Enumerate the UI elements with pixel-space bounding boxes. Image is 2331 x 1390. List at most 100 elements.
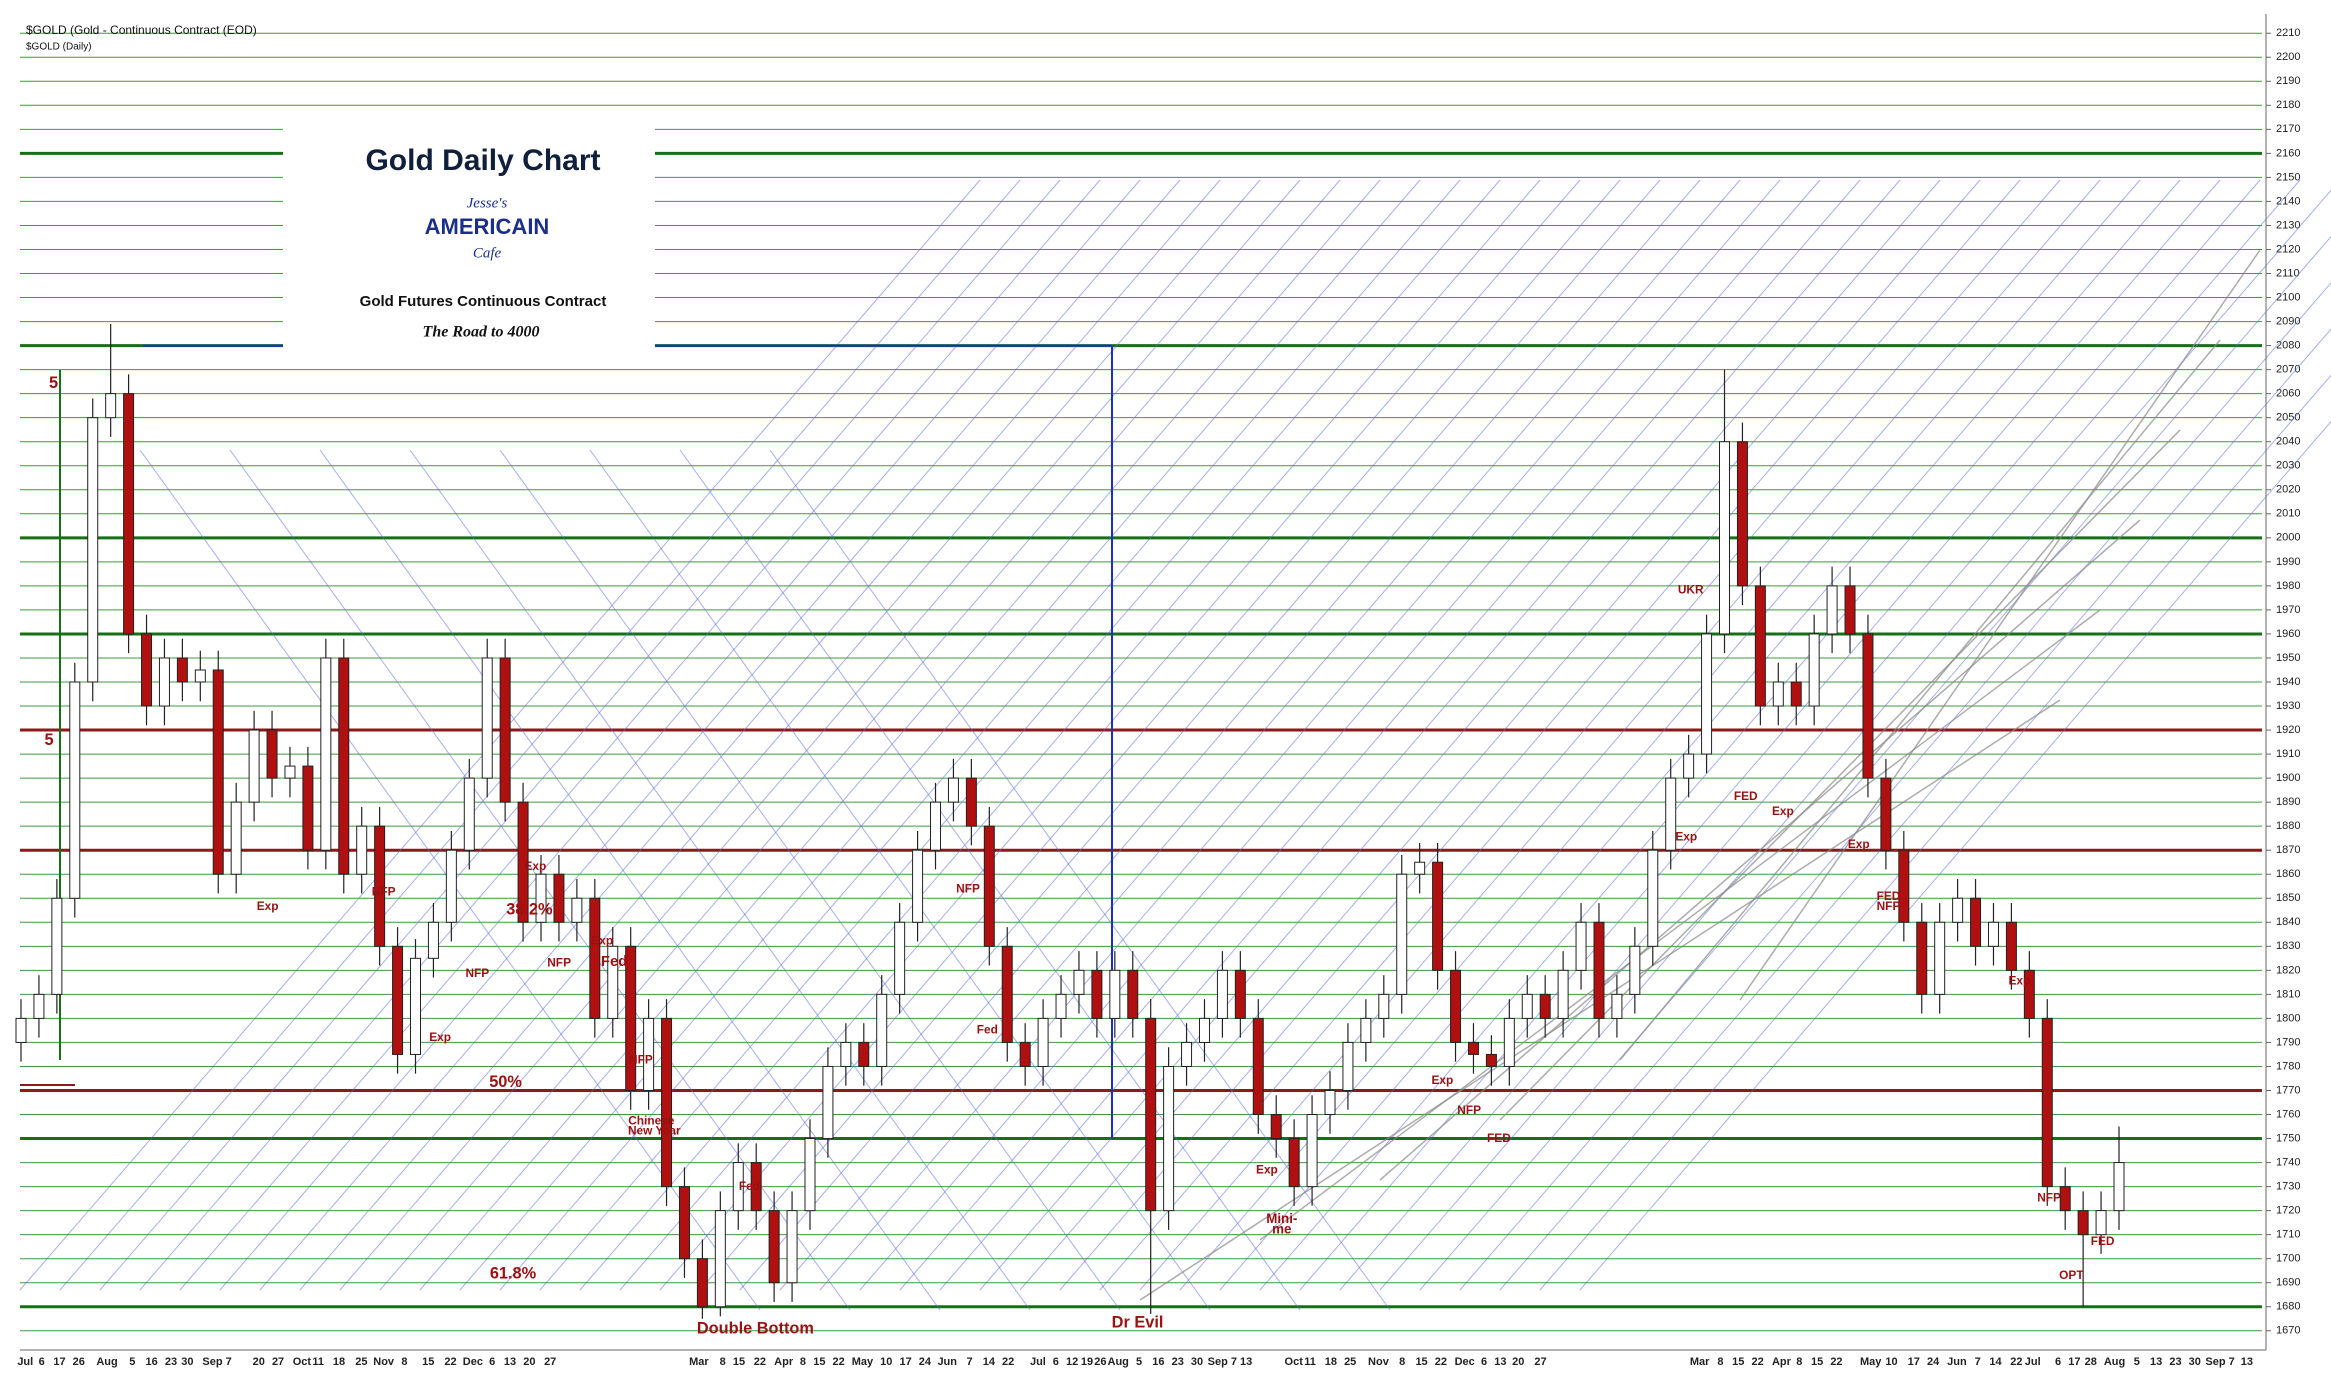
channel-line bbox=[219, 179, 1181, 1291]
x-tick-label: 8 bbox=[1717, 1356, 1723, 1368]
channel-line bbox=[739, 179, 1701, 1291]
candle-body bbox=[392, 945, 404, 1055]
channel-line bbox=[99, 179, 1061, 1291]
annotation: NFP bbox=[1457, 1103, 1481, 1117]
candle-body bbox=[1970, 897, 1982, 947]
y-tick-label: 1780 bbox=[2276, 1060, 2300, 1072]
channel-line bbox=[299, 179, 1261, 1291]
x-tick-label: Oct bbox=[1285, 1356, 1304, 1368]
y-tick-label: 1670 bbox=[2276, 1325, 2300, 1337]
x-tick-label: 6 bbox=[1481, 1356, 1487, 1368]
x-tick-label: 17 bbox=[1908, 1356, 1920, 1368]
x-tick-label: 15 bbox=[1415, 1356, 1427, 1368]
candle-body bbox=[284, 765, 296, 779]
x-tick-label: 30 bbox=[181, 1356, 193, 1368]
candle-body bbox=[947, 777, 959, 803]
y-tick-label: 1940 bbox=[2276, 676, 2300, 688]
trend-line bbox=[1619, 339, 2221, 1061]
candle-body bbox=[123, 393, 135, 635]
candle-body bbox=[409, 957, 421, 1055]
y-tick-label: 1680 bbox=[2276, 1301, 2300, 1313]
x-tick-label: 17 bbox=[2068, 1356, 2080, 1368]
candle-body bbox=[1145, 1017, 1157, 1212]
candle-body bbox=[69, 681, 81, 899]
x-tick-label: 27 bbox=[544, 1356, 556, 1368]
channel-line bbox=[499, 179, 1461, 1291]
annotation: New Year bbox=[628, 1124, 681, 1138]
y-tick-label: 2180 bbox=[2276, 99, 2300, 111]
candle-body bbox=[338, 657, 350, 875]
candle-body bbox=[141, 633, 153, 707]
candle-body bbox=[1127, 969, 1139, 1019]
candle-body bbox=[1521, 993, 1533, 1019]
candle-body bbox=[230, 801, 242, 875]
x-tick-label: 14 bbox=[983, 1356, 996, 1368]
period-label: $GOLD (Daily) bbox=[26, 42, 92, 53]
candle-body bbox=[1324, 1089, 1336, 1116]
candle-body bbox=[463, 777, 475, 851]
y-tick-label: 2130 bbox=[2276, 219, 2300, 231]
x-tick-label: 30 bbox=[1191, 1356, 1203, 1368]
x-tick-label: 8 bbox=[1399, 1356, 1405, 1368]
candle-body bbox=[1898, 849, 1910, 923]
annotation: 38.2% bbox=[506, 900, 553, 918]
y-tick-label: 1840 bbox=[2276, 916, 2300, 928]
channel-line bbox=[579, 179, 1541, 1291]
channel-line bbox=[339, 179, 1301, 1291]
x-tick-label: 13 bbox=[1240, 1356, 1252, 1368]
channel-line bbox=[699, 179, 1661, 1291]
channel-line bbox=[259, 179, 1221, 1291]
channel-line-down bbox=[589, 449, 1211, 1311]
y-tick-label: 2060 bbox=[2276, 388, 2300, 400]
candle-body bbox=[1037, 1017, 1049, 1067]
channel-line-down bbox=[409, 449, 1031, 1311]
y-tick-label: 1880 bbox=[2276, 820, 2300, 832]
candle-body bbox=[33, 993, 45, 1019]
annotation: Exp bbox=[1256, 1162, 1278, 1176]
y-tick-label: 1860 bbox=[2276, 868, 2300, 880]
x-tick-label: 26 bbox=[1094, 1356, 1106, 1368]
candle-body bbox=[1557, 969, 1569, 1019]
x-tick-label: 11 bbox=[1304, 1356, 1316, 1368]
x-tick-label: 5 bbox=[2134, 1356, 2140, 1368]
annotation: Dr Evil bbox=[1112, 1314, 1164, 1332]
candle-body bbox=[607, 945, 619, 1019]
channel-line bbox=[979, 179, 1941, 1291]
candle-body bbox=[1091, 969, 1103, 1019]
x-tick-label: 22 bbox=[1002, 1356, 1014, 1368]
candle-body bbox=[158, 657, 170, 707]
y-tick-label: 1770 bbox=[2276, 1084, 2300, 1096]
channel-line bbox=[1139, 179, 2101, 1291]
y-tick-label: 2000 bbox=[2276, 532, 2300, 544]
channel-line bbox=[1059, 179, 2021, 1291]
x-tick-label: Jun bbox=[937, 1356, 957, 1368]
candle-body bbox=[1719, 441, 1731, 635]
x-tick-label: 25 bbox=[1344, 1356, 1356, 1368]
candle-body bbox=[535, 873, 547, 923]
title-box: Gold Daily Chart Jesse's AMERICAIN Cafe … bbox=[283, 120, 655, 352]
channel-line bbox=[419, 179, 1381, 1291]
y-tick-label: 1750 bbox=[2276, 1132, 2300, 1144]
candle-body bbox=[876, 993, 888, 1067]
x-tick-label: Jul bbox=[1030, 1356, 1046, 1368]
y-tick-label: 1910 bbox=[2276, 748, 2300, 760]
x-tick-label: 16 bbox=[1152, 1356, 1164, 1368]
y-tick-label: 1890 bbox=[2276, 796, 2300, 808]
annotation: FED bbox=[1877, 889, 1901, 903]
y-tick-label: 2030 bbox=[2276, 460, 2300, 472]
channel-line bbox=[1419, 235, 2331, 1291]
channel-line bbox=[939, 179, 1901, 1291]
annotation: me bbox=[1272, 1221, 1291, 1236]
candle-body bbox=[1306, 1114, 1318, 1188]
x-tick-label: 15 bbox=[422, 1356, 434, 1368]
channel-line-down bbox=[769, 449, 1391, 1311]
annotation: NFP bbox=[1877, 899, 1901, 913]
x-tick-label: 27 bbox=[1534, 1356, 1546, 1368]
y-tick-label: 1740 bbox=[2276, 1156, 2300, 1168]
candle-body bbox=[2059, 1186, 2071, 1212]
y-tick-label: 1870 bbox=[2276, 844, 2300, 856]
candle-body bbox=[87, 417, 99, 683]
candle-body bbox=[1754, 585, 1766, 707]
logo-bottom: Cafe bbox=[473, 245, 502, 261]
candle-body bbox=[445, 849, 457, 923]
